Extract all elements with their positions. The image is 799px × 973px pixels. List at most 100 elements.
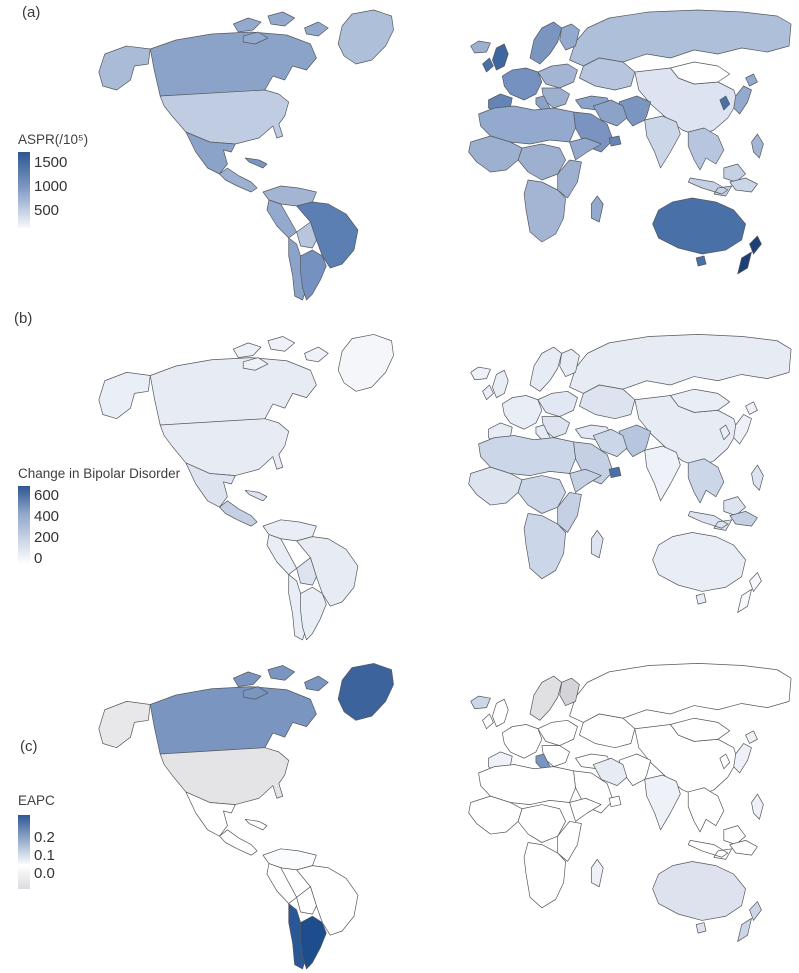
region-australia: [652, 861, 746, 921]
legend-aspr-tick-1000: 1000: [34, 178, 68, 195]
region-russia: [569, 663, 792, 723]
legend-aspr-tick-1500: 1500: [34, 154, 68, 171]
region-central-europe: [537, 63, 578, 89]
region-australia: [652, 197, 746, 255]
region-caribbean: [244, 157, 268, 169]
world-map-panel-c: [98, 663, 792, 970]
region-central-europe: [537, 390, 578, 417]
region-india: [644, 115, 681, 169]
region-png: [729, 840, 758, 856]
region-greenland: [337, 663, 394, 721]
region-scandinavia: [529, 21, 562, 65]
region-korea: [719, 95, 731, 111]
region-ireland: [482, 713, 494, 730]
region-uae: [608, 795, 622, 808]
region-alaska: [98, 700, 151, 749]
region-korea: [719, 424, 731, 441]
region-ireland: [482, 384, 494, 401]
region-tasmania: [695, 922, 707, 934]
legend-change-title: Change in Bipolar Disorder: [18, 466, 181, 481]
region-mexico: [185, 131, 236, 175]
region-india: [644, 445, 681, 502]
legend-eapc: EAPC 0.2 0.1 0.0: [18, 793, 98, 893]
legend-change-tick-600: 600: [34, 487, 60, 504]
world-map-panel-b: [98, 334, 792, 641]
region-scandinavia: [529, 346, 562, 392]
region-horn-africa: [569, 468, 602, 493]
region-new-zealand: [737, 235, 762, 275]
region-uk: [492, 43, 509, 71]
region-uae: [608, 466, 622, 479]
region-central-europe: [537, 719, 578, 746]
panel-a-label: (a): [22, 4, 41, 21]
region-madagascar: [590, 858, 604, 888]
region-philippines: [751, 464, 764, 491]
region-usa: [159, 418, 290, 476]
region-arctic-islands: [232, 336, 329, 371]
region-indonesia: [687, 177, 733, 197]
region-west-europe: [501, 724, 543, 759]
region-peru: [266, 199, 297, 239]
region-argentina: [300, 586, 327, 641]
region-west-africa: [468, 795, 523, 835]
legend-aspr: ASPR(/10⁵) 1500 1000 500: [18, 132, 98, 232]
region-iceland: [470, 366, 491, 381]
legend-change: Change in Bipolar Disorder 600 400 200 0: [18, 466, 218, 576]
region-mongolia: [670, 388, 731, 413]
region-greenland: [337, 334, 394, 392]
region-png: [729, 511, 758, 527]
region-new-zealand: [737, 901, 762, 942]
region-borneo: [723, 163, 746, 183]
region-argentina: [300, 915, 327, 970]
region-japan: [733, 401, 758, 445]
region-kazakhstan: [579, 713, 636, 749]
region-peru: [266, 534, 297, 575]
region-japan: [733, 730, 758, 774]
legend-eapc-tick-02: 0.2: [34, 829, 55, 846]
region-west-africa: [468, 466, 523, 506]
region-southern-africa: [523, 513, 566, 580]
region-scandinavia: [529, 675, 562, 721]
region-mongolia: [670, 717, 731, 742]
region-west-africa: [468, 135, 523, 173]
region-southern-africa: [523, 842, 566, 909]
region-finland: [559, 23, 580, 51]
region-horn-africa: [569, 137, 602, 161]
region-mexico: [185, 791, 236, 837]
region-horn-africa: [569, 797, 602, 822]
region-borneo: [723, 825, 746, 845]
region-arctic-islands: [232, 11, 329, 45]
region-southeast-asia: [687, 127, 725, 171]
region-central-america: [219, 500, 258, 527]
region-greenland: [337, 9, 394, 65]
region-finland: [559, 677, 580, 706]
region-iceland: [470, 40, 491, 54]
region-canada: [149, 357, 317, 426]
region-bolivia: [296, 557, 317, 586]
region-india: [644, 774, 681, 831]
region-alaska: [98, 45, 151, 91]
region-argentina: [300, 249, 327, 301]
region-tasmania: [695, 593, 707, 605]
region-uk: [492, 698, 509, 727]
panel-c-label: (c): [20, 738, 38, 755]
region-caribbean: [244, 818, 268, 831]
region-philippines: [751, 793, 764, 820]
region-west-europe: [501, 67, 543, 101]
region-southeast-asia: [687, 458, 725, 504]
region-tasmania: [695, 255, 707, 267]
region-new-zealand: [737, 572, 762, 613]
region-korea: [719, 753, 731, 770]
region-usa: [159, 747, 290, 805]
region-southern-africa: [523, 179, 566, 243]
region-borneo: [723, 496, 746, 516]
region-southeast-asia: [687, 787, 725, 833]
region-usa: [159, 89, 290, 145]
region-west-europe: [501, 395, 543, 430]
region-ireland: [482, 57, 494, 73]
region-alaska: [98, 371, 151, 420]
legend-eapc-tick-00: 0.0: [34, 865, 55, 882]
region-peru: [266, 863, 297, 904]
region-australia: [652, 532, 746, 592]
